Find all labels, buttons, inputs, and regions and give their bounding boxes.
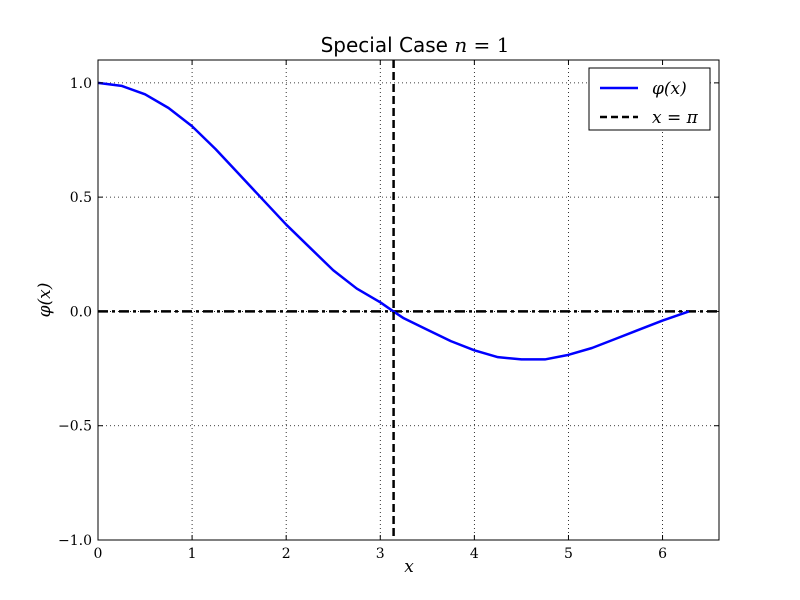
legend-label: x = π	[652, 108, 699, 128]
y-axis-label: φ(x)	[35, 283, 55, 318]
legend-box	[588, 67, 711, 131]
legend-label: φ(x)	[652, 79, 687, 99]
chart-title-math: n	[454, 33, 467, 57]
plot-area: 0 1 2 3 4 5 6 −1.0 −0.5 0.0 0.5 1.0	[58, 59, 720, 562]
x-tick-label: 0	[94, 546, 103, 562]
chart-title: Special Case n = 1	[321, 33, 510, 57]
axes-frame	[97, 59, 720, 541]
y-tick-label: 0.0	[70, 304, 92, 320]
chart-title-num: 1	[497, 33, 510, 57]
x-tick-label: 6	[658, 546, 667, 562]
y-tick-label: −0.5	[58, 419, 92, 435]
x-tick-label: 1	[188, 546, 197, 562]
x-tick-label: 5	[564, 546, 573, 562]
x-axis-label: x	[404, 557, 414, 577]
x-tick-label: 2	[282, 546, 291, 562]
series-line-phi	[97, 81, 690, 361]
legend: φ(x) x = π	[588, 67, 711, 131]
y-tick-label: −1.0	[58, 533, 92, 549]
x-tick-label: 4	[470, 546, 479, 562]
chart-title-eq: =	[467, 33, 496, 57]
y-tick-label: 1.0	[70, 76, 92, 92]
x-tick-label: 3	[376, 546, 385, 562]
y-tick-label: 0.5	[70, 190, 92, 206]
chart-title-text: Special Case	[321, 33, 448, 57]
